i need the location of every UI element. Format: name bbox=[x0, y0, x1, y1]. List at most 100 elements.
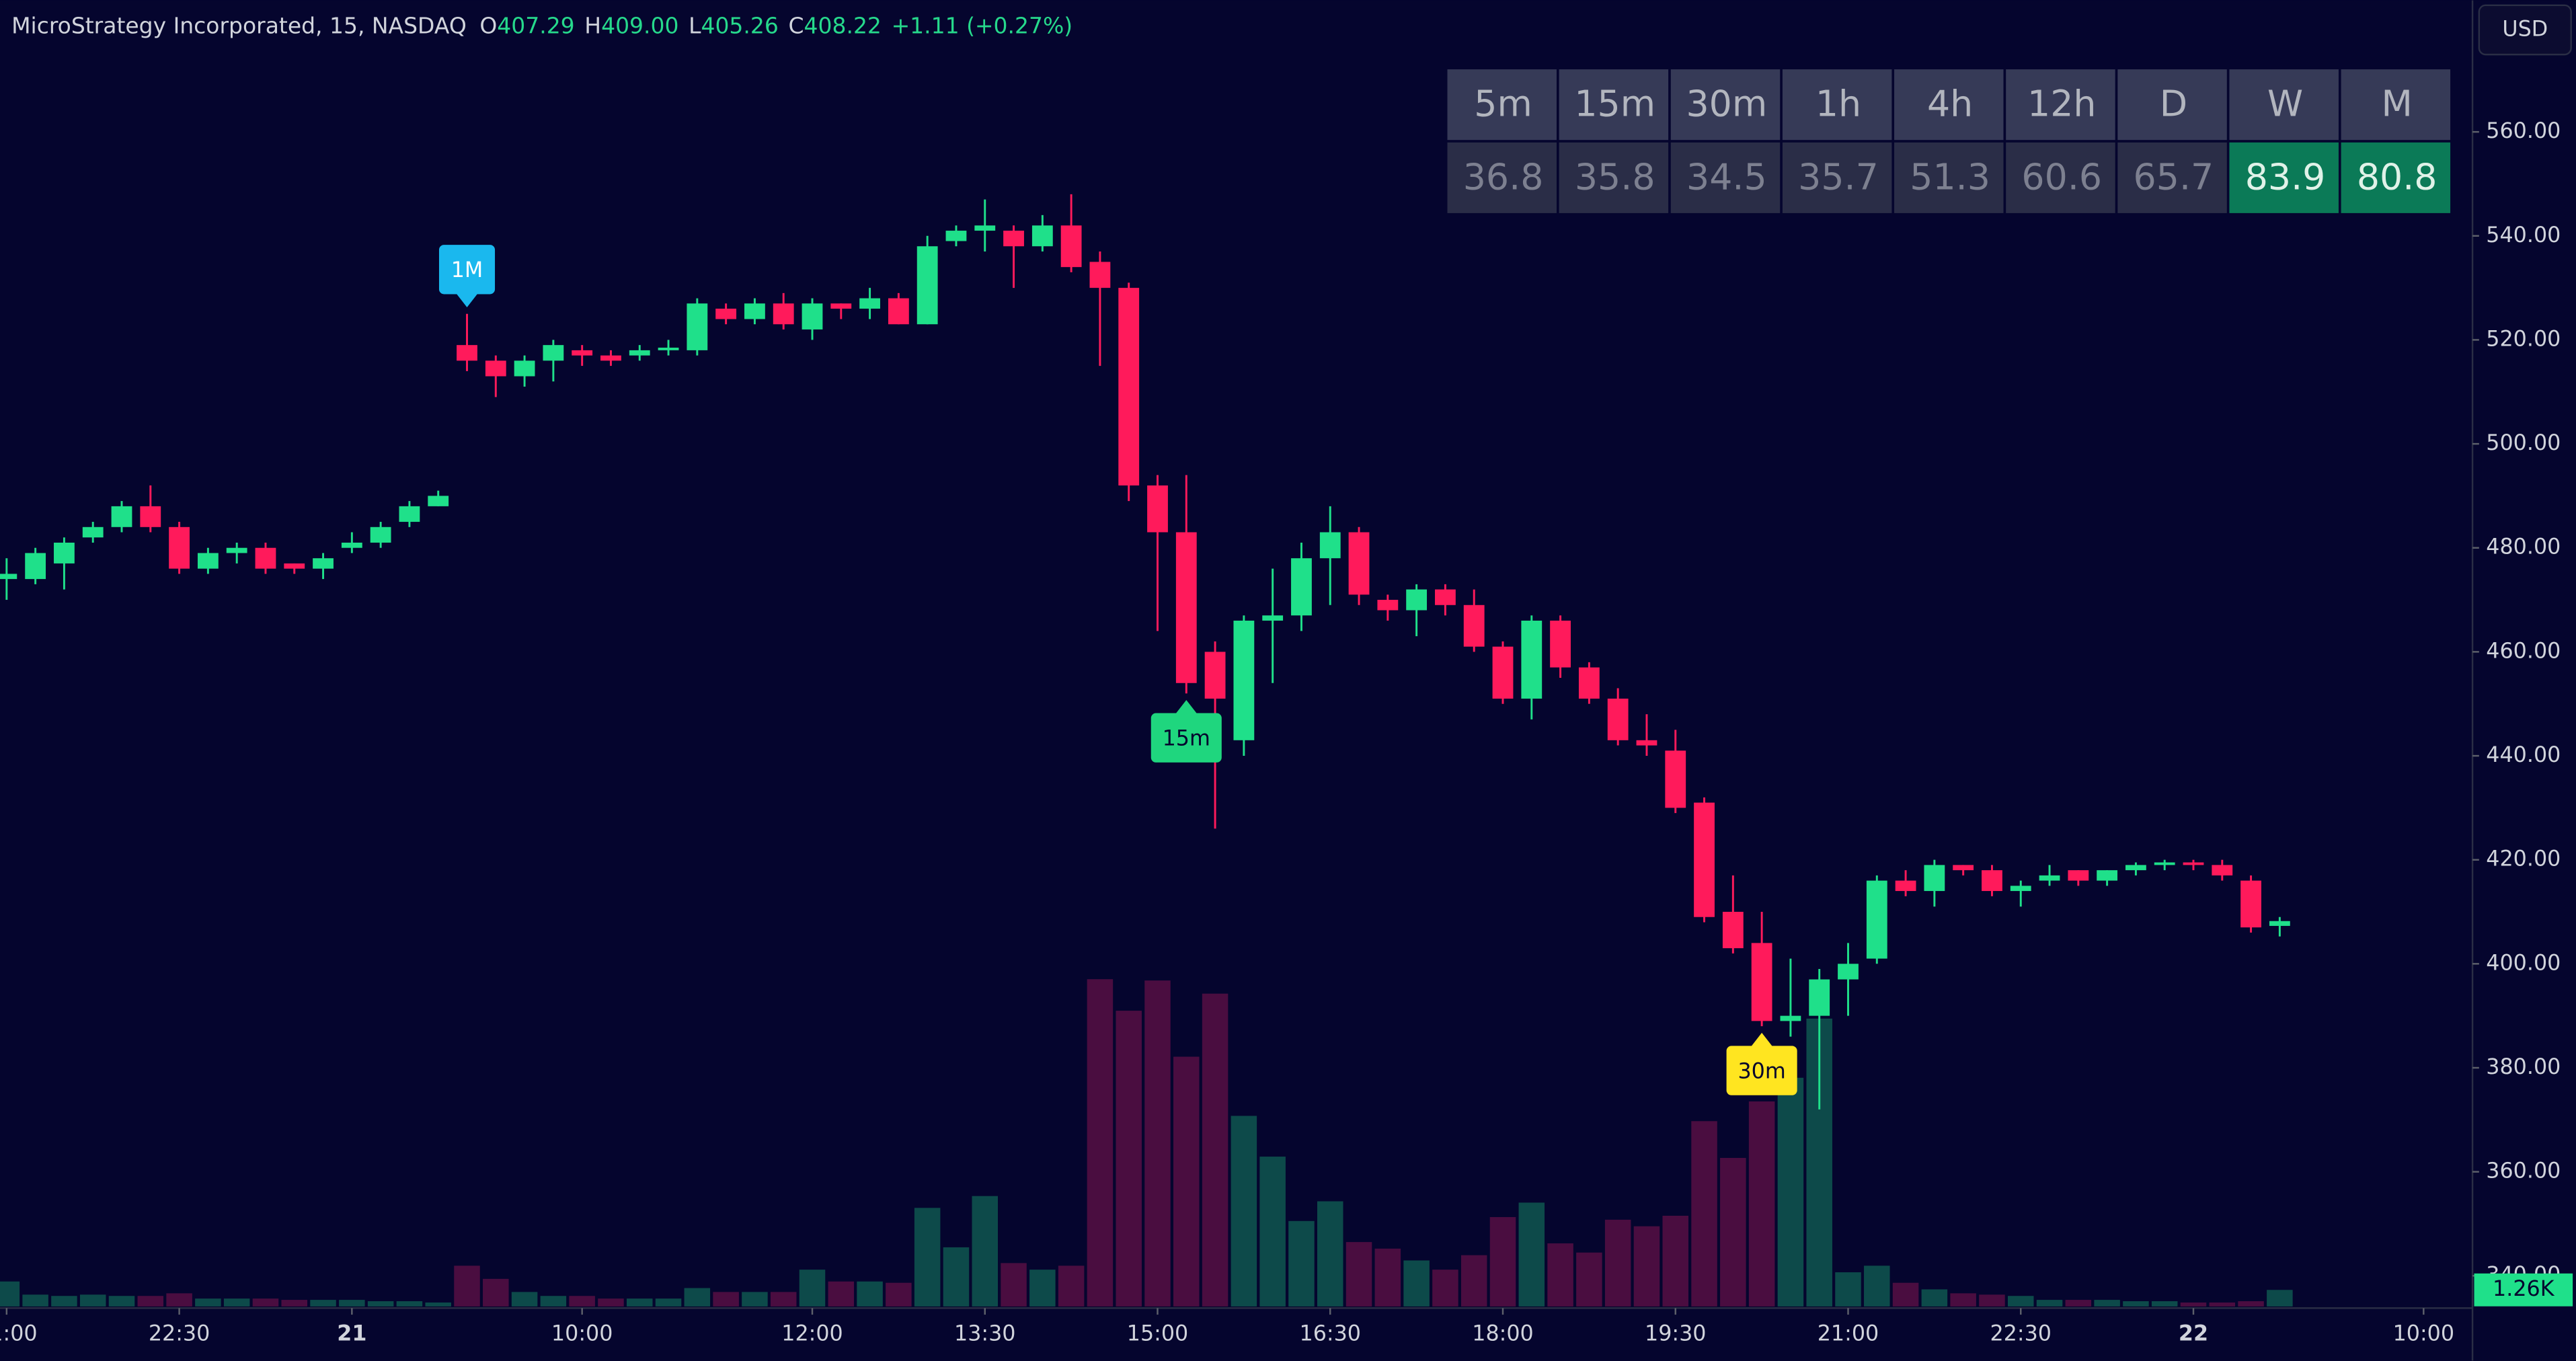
volume-bar bbox=[2209, 1302, 2236, 1307]
volume-bar bbox=[857, 1281, 883, 1307]
volume-bar bbox=[1892, 1282, 1919, 1307]
volume-bar bbox=[1489, 1216, 1516, 1307]
volume-bar bbox=[1432, 1270, 1458, 1307]
volume-bar bbox=[742, 1292, 768, 1307]
volume-bar bbox=[2036, 1300, 2063, 1307]
volume-bar bbox=[1979, 1294, 2005, 1307]
table-header-cell bbox=[1670, 69, 1781, 141]
candle-body bbox=[2183, 862, 2204, 865]
candle-body bbox=[658, 348, 679, 350]
candle-body bbox=[1953, 865, 1974, 871]
candle-body bbox=[1233, 620, 1255, 740]
ohlc-key: L bbox=[689, 12, 701, 38]
volume-bar bbox=[1029, 1270, 1056, 1307]
candle-body bbox=[226, 547, 247, 553]
volume-bar bbox=[1116, 1011, 1142, 1307]
marker-box bbox=[1150, 713, 1222, 763]
table-value-cell bbox=[1782, 142, 1892, 213]
volume-bar bbox=[2267, 1290, 2293, 1307]
candle-body bbox=[2068, 870, 2089, 881]
volume-bar bbox=[2065, 1300, 2092, 1307]
volume-bar bbox=[1691, 1121, 1717, 1307]
volume-bar bbox=[1317, 1201, 1343, 1307]
candle-body bbox=[255, 547, 276, 569]
y-tick-label: 520.00 bbox=[2486, 327, 2561, 351]
candle-body bbox=[1377, 600, 1399, 611]
candle-body bbox=[974, 225, 996, 231]
table-header: 15m bbox=[1574, 83, 1655, 125]
volume-bar bbox=[1374, 1248, 1401, 1307]
volume-bar bbox=[598, 1298, 624, 1307]
candle-body bbox=[1838, 964, 1859, 980]
volume-bar bbox=[1864, 1266, 1890, 1307]
candle-body bbox=[1607, 698, 1629, 740]
table-value-cell bbox=[1670, 142, 1781, 213]
volume-bar bbox=[166, 1293, 192, 1307]
candle-body bbox=[485, 360, 506, 377]
candle-body bbox=[1924, 865, 1945, 892]
x-tick-label: 18:00 bbox=[1472, 1321, 1534, 1346]
y-tick-label: 400.00 bbox=[2486, 951, 2561, 975]
volume-bar bbox=[569, 1296, 595, 1307]
volume-bar bbox=[51, 1296, 77, 1307]
volume-bar bbox=[310, 1300, 336, 1307]
x-tick-label: 22:30 bbox=[1990, 1321, 2052, 1346]
y-tick-label: 460.00 bbox=[2486, 639, 2561, 663]
candle-body bbox=[457, 345, 477, 361]
volume-bar bbox=[1345, 1242, 1372, 1307]
ohlc-value: 409.00 bbox=[601, 12, 678, 38]
currency-button[interactable] bbox=[2478, 4, 2572, 56]
marker-pointer bbox=[1750, 1032, 1774, 1048]
x-tick-label: 15:00 bbox=[1127, 1321, 1189, 1346]
candle-body bbox=[0, 574, 17, 580]
x-tick-label: 21:00 bbox=[1818, 1321, 1879, 1346]
table-value-cell bbox=[2006, 142, 2115, 213]
ohlc-value: 407.29 bbox=[497, 12, 574, 38]
volume-label: 1.26K bbox=[2493, 1277, 2555, 1301]
table-value: 34.5 bbox=[1686, 155, 1767, 198]
candle-body bbox=[1694, 802, 1715, 917]
table-header-cell bbox=[2341, 69, 2451, 141]
candle-body bbox=[1463, 605, 1485, 647]
candle-body bbox=[1780, 1015, 1801, 1021]
candle-body bbox=[1809, 979, 1830, 1016]
candle-body bbox=[2240, 880, 2261, 928]
candle-body bbox=[82, 527, 104, 538]
volume-bar bbox=[1231, 1116, 1257, 1307]
candle-body bbox=[629, 350, 650, 356]
candle-body bbox=[1118, 288, 1140, 485]
header: MicroStrategy Incorporated, 15, NASDAQ O4… bbox=[11, 12, 1072, 38]
candle-body bbox=[1003, 231, 1024, 247]
volume-bar bbox=[137, 1296, 164, 1307]
table-header: D bbox=[2160, 83, 2187, 125]
volume-bar bbox=[914, 1208, 941, 1307]
candle-body bbox=[572, 350, 593, 356]
y-tick-label: 380.00 bbox=[2486, 1055, 2561, 1079]
y-tick-label: 420.00 bbox=[2486, 847, 2561, 871]
candle-body bbox=[197, 553, 219, 569]
candle-body bbox=[1665, 750, 1686, 808]
volume-bar bbox=[1633, 1226, 1660, 1307]
volume-bar bbox=[367, 1301, 394, 1307]
volume-bar bbox=[1547, 1243, 1573, 1307]
y-tick-label: 360.00 bbox=[2486, 1159, 2561, 1183]
volume-bar bbox=[540, 1296, 567, 1307]
currency[interactable]: USD bbox=[2502, 17, 2548, 41]
volume-bar bbox=[2094, 1300, 2120, 1307]
volume-bar bbox=[1403, 1260, 1430, 1307]
table-header-cell bbox=[2229, 69, 2339, 141]
table-header: 4h bbox=[1927, 83, 1973, 125]
candle-body bbox=[2212, 865, 2233, 876]
candle-body bbox=[1435, 589, 1456, 605]
candle-body bbox=[1291, 558, 1312, 616]
volume-bar bbox=[2151, 1301, 2178, 1307]
marker-pointer bbox=[1175, 699, 1198, 715]
overlay: 340.00360.00380.00400.00420.00440.00460.… bbox=[0, 12, 2573, 1346]
candle-body bbox=[1751, 943, 1772, 1021]
table-header-cell bbox=[1447, 69, 1557, 141]
volume-bar bbox=[1950, 1293, 1976, 1307]
table-value: 83.9 bbox=[2245, 155, 2326, 198]
table-value-cell bbox=[1894, 142, 2004, 213]
volume-bar bbox=[396, 1301, 423, 1307]
volume-bar bbox=[483, 1278, 509, 1307]
